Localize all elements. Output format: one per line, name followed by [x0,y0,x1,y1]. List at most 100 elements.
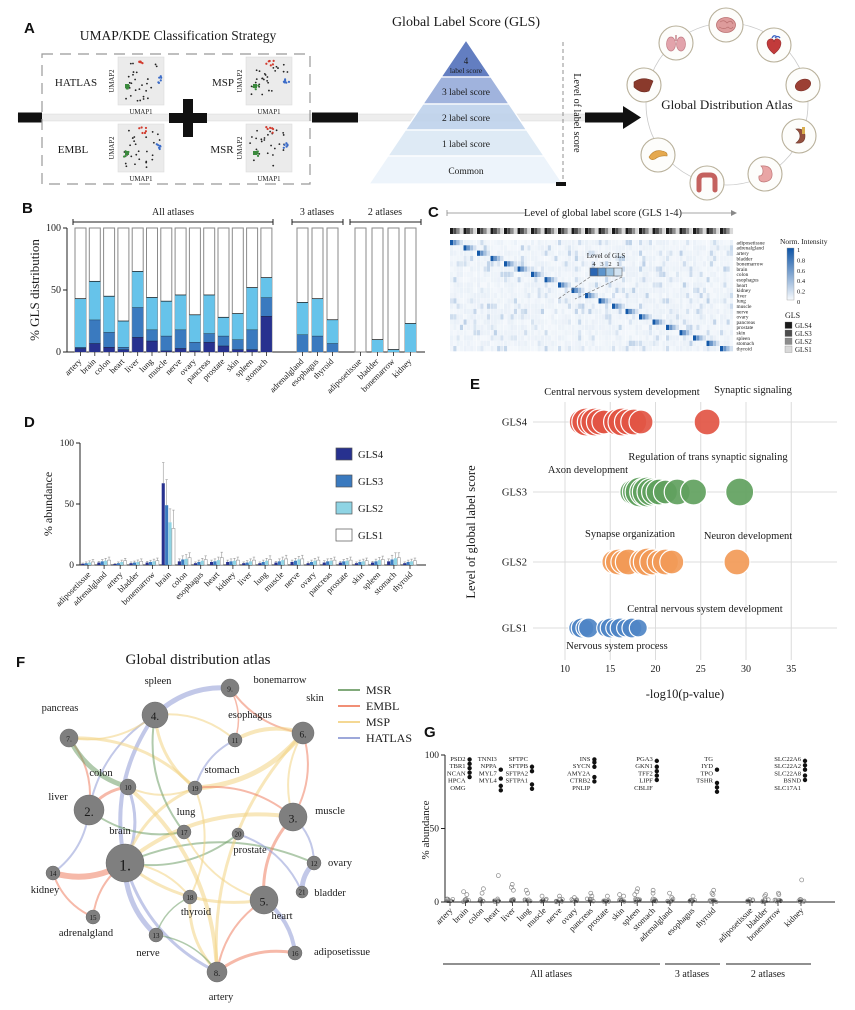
c-heatmap-cell [598,319,602,325]
c-heatmap-cell [574,324,578,331]
g-outlier-point [523,887,529,893]
c-heatmap-cell [578,324,582,331]
d-bar [213,561,217,565]
c-heatmap-cell [517,240,521,246]
c-heatmap-cell [513,303,518,309]
c-heatmap-cell [483,261,487,267]
c-heatmap-cell [581,298,585,304]
c-heatmap-cell [574,266,578,272]
c-heatmap-cell [540,250,545,256]
c-heatmap-cell [561,330,565,336]
c-heatmap-cell [621,319,626,325]
c-heatmap-cell [517,287,521,293]
f-node-kidney [45,865,61,881]
g-data-point [561,899,564,902]
c-heatmap-cell [628,277,632,283]
d-bar [406,561,410,565]
umap-dot [134,143,137,146]
c-heatmap-cell [591,261,595,267]
g-gene-dot [498,788,503,793]
b-bar-segment-g2 [75,298,86,348]
c-heatmap-cell [635,255,639,262]
c-heatmap-cell [561,261,565,267]
f-edge-msp [189,787,206,898]
c-heatmap-cell [520,277,524,283]
c-heatmap-cell [594,261,599,267]
c-heatmap-cell [662,314,666,320]
c-annotation-cell [456,228,460,234]
pyramid-level-label: 2 label score [442,114,490,124]
c-inset-cell [589,267,599,277]
c-heatmap-cell [490,240,494,246]
c-heatmap-cell [456,335,460,341]
c-heatmap-cell [655,271,659,278]
c-heatmap-cell [561,277,565,283]
c-heatmap-cell [625,266,629,272]
f-node-ovary [306,855,322,871]
umap-dot [254,81,257,84]
umap-cluster-blue [285,142,288,145]
b-bar-segment-g3 [218,335,229,346]
c-annotation-cell [581,228,585,234]
c-heatmap-cell [659,330,663,336]
c-heatmap-cell [554,266,558,272]
c-heatmap-cell [537,287,541,293]
c-heatmap-cell [527,245,531,251]
c-heatmap-cell [558,245,562,251]
c-heatmap-cell [493,319,497,325]
c-heatmap-cell [648,266,653,272]
c-heatmap-cell [520,319,524,325]
g-tissue-label: kidney [782,905,806,929]
e-annotation: Synaptic signaling [714,385,793,396]
g-data-point [762,897,768,902]
c-heatmap-cell [558,266,562,272]
c-heatmap-cell [679,335,683,341]
c-heatmap-cell [520,340,524,346]
c-heatmap-cell [726,250,730,256]
c-heatmap-cell [706,261,710,267]
c-heatmap-cell [618,240,622,246]
c-heatmap-cell [679,240,683,246]
g-tissue-label: liver [499,905,517,923]
c-heatmap-cell [537,330,541,336]
c-heatmap-cell [531,287,535,293]
g-gene-label: SLC17A1 [774,785,801,792]
pyramid-level-label: 3 label score [442,88,490,98]
c-heatmap-cell [648,271,653,278]
f-node-spleen [141,701,169,729]
c-heatmap-cell [672,271,676,278]
c-heatmap-cell [483,293,487,299]
c-heatmap-cell [537,335,541,341]
c-heatmap-cell [726,340,730,346]
c-annotation-cell [473,228,477,234]
c-heatmap-cell [720,287,724,293]
c-heatmap-cell [655,335,659,341]
c-heatmap-cell [578,314,582,320]
f-node-label: brain [109,826,131,837]
c-heatmap-cell [702,266,707,272]
c-heatmap-cell [463,330,467,336]
c-heatmap-cell [581,266,585,272]
d-bar [329,560,333,565]
c-heatmap-cell [635,277,639,283]
umap1-axis-label: UMAP1 [129,109,152,116]
c-heatmap-cell [672,335,676,341]
d-tissue-label: nerve [281,569,302,590]
c-heatmap-cell [666,245,670,251]
c-heatmap-cell [729,261,734,267]
c-heatmap-cell [567,319,572,325]
c-heatmap-cell [601,346,605,352]
c-heatmap-cell [709,308,713,315]
f-title: Global distribution atlas [126,652,271,668]
c-heatmap-cell [459,240,464,246]
f-node-number: 13 [153,932,161,940]
umap-dot [129,144,132,147]
c-heatmap-cell [567,298,572,304]
c-heatmap-cell [527,266,531,272]
c-heatmap-cell [689,271,693,278]
c-heatmap-cell [706,335,710,341]
c-heatmap-cell [686,287,690,293]
c-heatmap-cell [702,293,707,299]
c-heatmap-cell [709,245,713,251]
c-heatmap-cell [662,308,666,315]
